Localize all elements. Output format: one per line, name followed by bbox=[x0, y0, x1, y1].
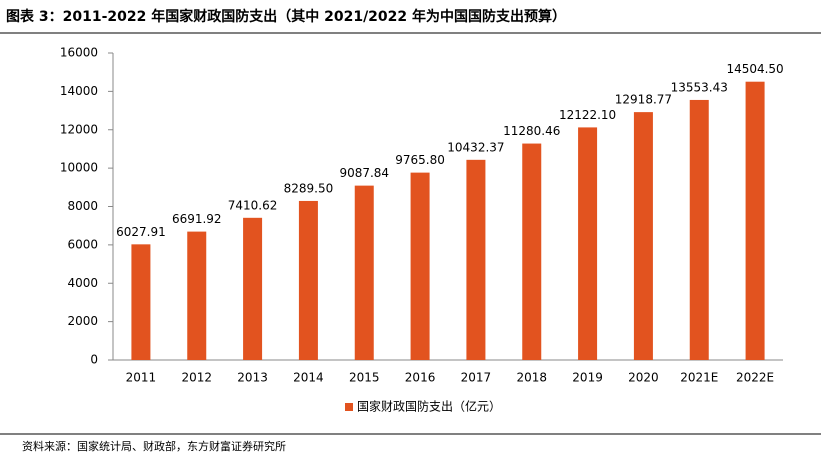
value-label: 14504.50 bbox=[726, 62, 783, 76]
y-tick-label: 2000 bbox=[67, 314, 98, 328]
x-tick-label: 2019 bbox=[572, 371, 603, 385]
y-tick-label: 0 bbox=[90, 353, 98, 367]
y-tick-label: 4000 bbox=[67, 276, 98, 290]
x-tick-label: 2020 bbox=[628, 371, 659, 385]
bar bbox=[745, 81, 765, 360]
x-tick-label: 2011 bbox=[126, 371, 157, 385]
value-label: 6027.91 bbox=[116, 225, 166, 239]
value-label: 13553.43 bbox=[671, 80, 728, 94]
bar bbox=[522, 143, 542, 360]
value-label: 12918.77 bbox=[615, 93, 672, 107]
x-tick-label: 2018 bbox=[516, 371, 547, 385]
x-tick-label: 2014 bbox=[293, 371, 324, 385]
legend-label: 国家财政国防支出（亿元） bbox=[357, 399, 501, 414]
y-tick-label: 10000 bbox=[60, 161, 98, 175]
value-label: 7410.62 bbox=[228, 198, 278, 212]
value-label: 11280.46 bbox=[503, 124, 560, 138]
bar bbox=[131, 244, 151, 360]
y-tick-label: 12000 bbox=[60, 122, 98, 136]
value-label: 12122.10 bbox=[559, 108, 616, 122]
y-tick-label: 16000 bbox=[60, 46, 98, 60]
legend-swatch bbox=[345, 403, 353, 411]
bar bbox=[633, 112, 653, 361]
bar bbox=[243, 217, 263, 360]
bar bbox=[689, 99, 709, 360]
bar bbox=[578, 127, 598, 361]
bar bbox=[298, 200, 318, 360]
y-tick-label: 14000 bbox=[60, 84, 98, 98]
bar bbox=[187, 231, 207, 360]
chart-title: 图表 3：2011-2022 年国家财政国防支出（其中 2021/2022 年为… bbox=[6, 8, 566, 25]
value-label: 8289.50 bbox=[284, 181, 334, 195]
x-tick-label: 2021E bbox=[680, 371, 718, 385]
x-tick-label: 2013 bbox=[237, 371, 268, 385]
y-tick-label: 6000 bbox=[67, 237, 98, 251]
x-tick-label: 2016 bbox=[405, 371, 436, 385]
y-tick-label: 8000 bbox=[67, 199, 98, 213]
value-label: 9765.80 bbox=[395, 153, 445, 167]
value-label: 9087.84 bbox=[339, 166, 389, 180]
value-label: 10432.37 bbox=[447, 140, 504, 154]
x-tick-label: 2012 bbox=[181, 371, 212, 385]
bar bbox=[354, 185, 374, 360]
source-note: 资料来源：国家统计局、财政部，东方财富证券研究所 bbox=[22, 439, 286, 453]
x-tick-label: 2017 bbox=[461, 371, 492, 385]
value-label: 6691.92 bbox=[172, 212, 222, 226]
x-tick-label: 2015 bbox=[349, 371, 380, 385]
bar bbox=[410, 172, 430, 360]
x-tick-label: 2022E bbox=[736, 371, 774, 385]
bar bbox=[466, 159, 486, 360]
